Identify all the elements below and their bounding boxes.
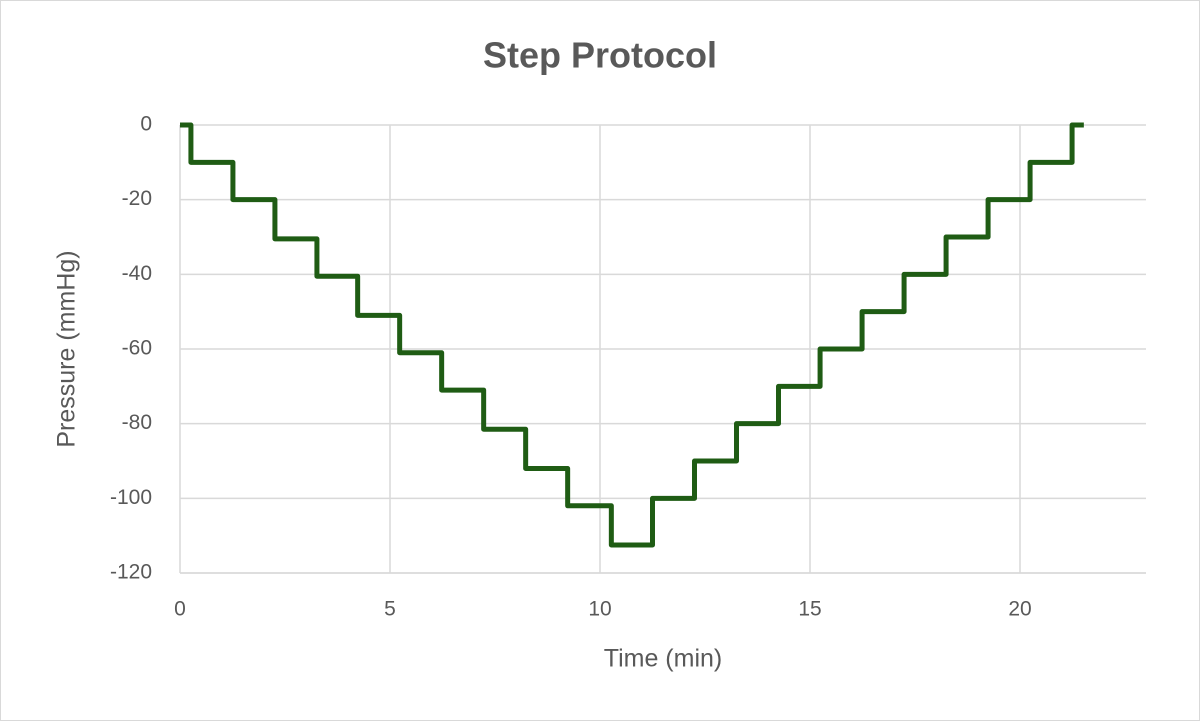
- chart-title: Step Protocol: [483, 35, 717, 76]
- x-tick-label: 0: [174, 598, 186, 621]
- y-tick-label: 0: [140, 113, 152, 136]
- y-tick-label: -40: [122, 262, 152, 285]
- x-tick-label: 15: [798, 598, 821, 621]
- x-tick-label: 20: [1008, 598, 1031, 621]
- y-axis-label: Pressure (mmHg): [53, 250, 81, 447]
- x-tick-label: 10: [588, 598, 611, 621]
- y-tick-label: -20: [122, 187, 152, 210]
- x-axis-label: Time (min): [604, 645, 723, 673]
- data-line: [180, 122, 1084, 548]
- x-tick-label: 5: [384, 598, 396, 621]
- y-tick-label: -120: [110, 561, 152, 584]
- y-tick-label: -100: [110, 486, 152, 509]
- y-tick-label: -60: [122, 337, 152, 360]
- y-tick-label: -80: [122, 411, 152, 434]
